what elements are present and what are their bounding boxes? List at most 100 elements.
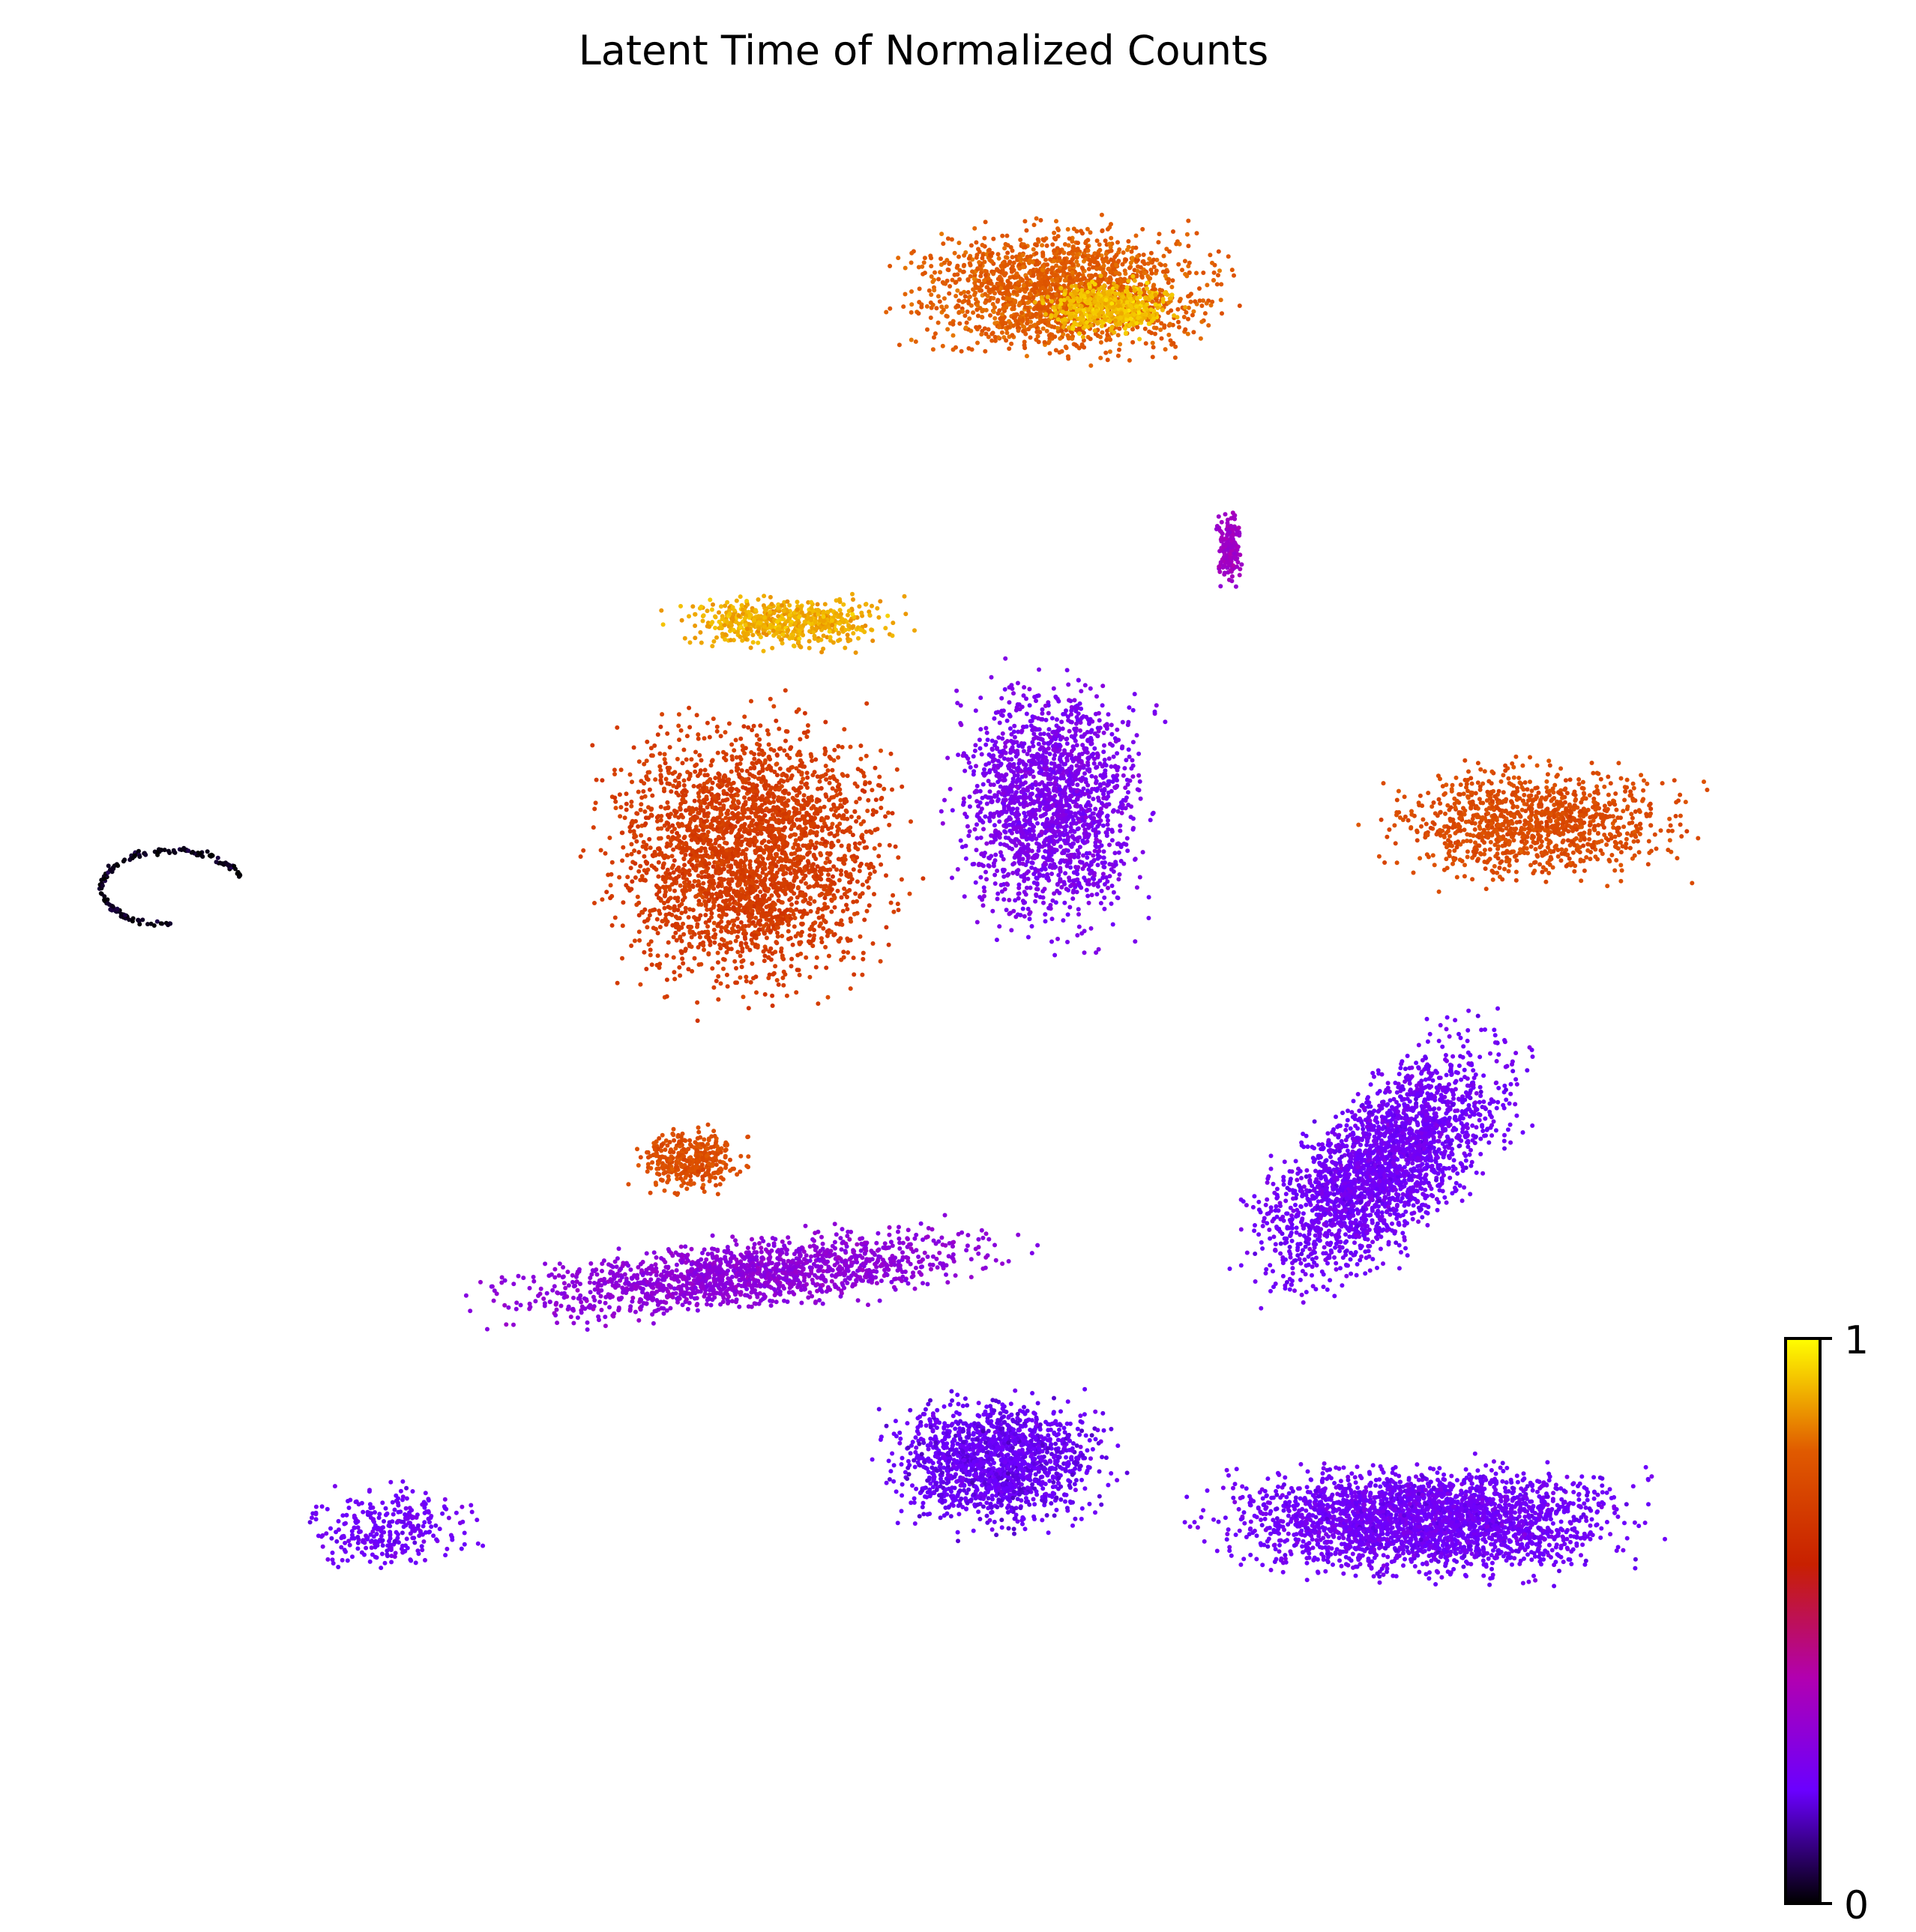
scatter-point — [1105, 328, 1110, 333]
scatter-point — [851, 867, 856, 872]
scatter-point — [731, 816, 736, 821]
scatter-point — [1063, 265, 1067, 271]
scatter-point — [186, 848, 191, 854]
scatter-point — [877, 842, 882, 848]
scatter-point — [763, 844, 768, 849]
scatter-point — [617, 875, 622, 880]
scatter-point — [1210, 260, 1214, 265]
scatter-point — [804, 781, 809, 786]
scatter-point — [631, 745, 636, 750]
scatter-point — [679, 821, 684, 827]
scatter-point — [1066, 310, 1070, 316]
scatter-point — [791, 845, 796, 851]
scatter-point — [746, 923, 751, 929]
scatter-point — [706, 952, 711, 957]
scatter-point — [813, 757, 819, 762]
scatter-point — [992, 291, 997, 296]
scatter-point — [1078, 321, 1083, 326]
scatter-point — [974, 307, 980, 313]
scatter-point — [687, 705, 692, 710]
scatter-point — [609, 923, 615, 928]
scatter-point — [629, 851, 634, 857]
scatter-point — [786, 923, 791, 927]
scatter-point — [828, 851, 833, 856]
scatter-point — [802, 710, 807, 716]
scatter-point — [1149, 271, 1154, 276]
scatter-point — [917, 300, 922, 305]
scatter-point — [1109, 248, 1114, 253]
scatter-point — [1091, 289, 1096, 293]
scatter-point — [819, 940, 825, 945]
scatter-point — [888, 264, 893, 268]
scatter-point — [1184, 232, 1190, 237]
scatter-point — [687, 930, 693, 935]
scatter-point — [1108, 275, 1112, 280]
scatter-point — [989, 259, 995, 264]
scatter-point — [1127, 265, 1132, 271]
scatter-point — [675, 756, 680, 761]
scatter-point — [1127, 357, 1132, 363]
scatter-point — [810, 758, 815, 764]
scatter-point — [158, 921, 163, 926]
scatter-point — [681, 797, 686, 802]
scatter-point — [834, 824, 840, 829]
scatter-point — [1217, 570, 1223, 574]
scatter-point — [863, 782, 867, 787]
scatter-point — [1232, 273, 1236, 278]
scatter-point — [848, 744, 853, 749]
scatter-point — [624, 883, 629, 888]
scatter-point — [1229, 579, 1235, 584]
scatter-point — [1228, 524, 1233, 528]
scatter-point — [722, 899, 727, 905]
scatter-point — [648, 812, 654, 818]
scatter-point — [676, 712, 681, 717]
scatter-point — [118, 911, 124, 917]
scatter-point — [792, 875, 798, 881]
scatter-point — [636, 789, 641, 794]
scatter-point — [1160, 269, 1166, 274]
scatter-point — [811, 852, 816, 857]
scatter-point — [809, 924, 814, 929]
scatter-point — [1155, 305, 1160, 310]
scatter-point — [937, 299, 942, 304]
scatter-point — [612, 795, 618, 800]
scatter-point — [955, 303, 960, 308]
scatter-point — [1084, 320, 1089, 325]
scatter-point — [711, 905, 716, 910]
scatter-point — [1007, 259, 1013, 265]
scatter-point — [696, 794, 702, 799]
scatter-point — [1085, 248, 1091, 253]
scatter-point — [1065, 354, 1070, 359]
scatter-point — [697, 935, 702, 940]
scatter-point — [1220, 565, 1226, 570]
scatter-point — [744, 979, 749, 984]
scatter-point — [1049, 267, 1055, 272]
scatter-point — [770, 1003, 775, 1008]
scatter-point — [1169, 285, 1175, 289]
scatter-point — [798, 758, 803, 763]
scatter-point — [967, 316, 972, 322]
scatter-point — [702, 773, 708, 778]
scatter-point — [876, 782, 881, 788]
scatter-point — [924, 304, 930, 309]
scatter-point — [865, 809, 870, 813]
scatter-point — [945, 327, 951, 332]
scatter-point — [771, 839, 776, 845]
scatter-point — [964, 320, 969, 325]
scatter-point — [729, 947, 734, 952]
scatter-point — [1073, 248, 1079, 253]
scatter-point — [1115, 240, 1120, 245]
scatter-point — [751, 976, 756, 981]
scatter-point — [1035, 305, 1040, 310]
scatter-point — [974, 324, 979, 330]
scatter-point — [725, 797, 730, 802]
scatter-point — [783, 738, 788, 743]
scatter-point — [1055, 226, 1060, 231]
scatter-point — [879, 806, 884, 810]
scatter-point — [954, 280, 959, 285]
scatter-point — [100, 883, 105, 888]
scatter-point — [1151, 316, 1157, 322]
scatter-point — [753, 923, 758, 929]
scatter-point — [635, 894, 640, 899]
scatter-point — [728, 848, 733, 853]
